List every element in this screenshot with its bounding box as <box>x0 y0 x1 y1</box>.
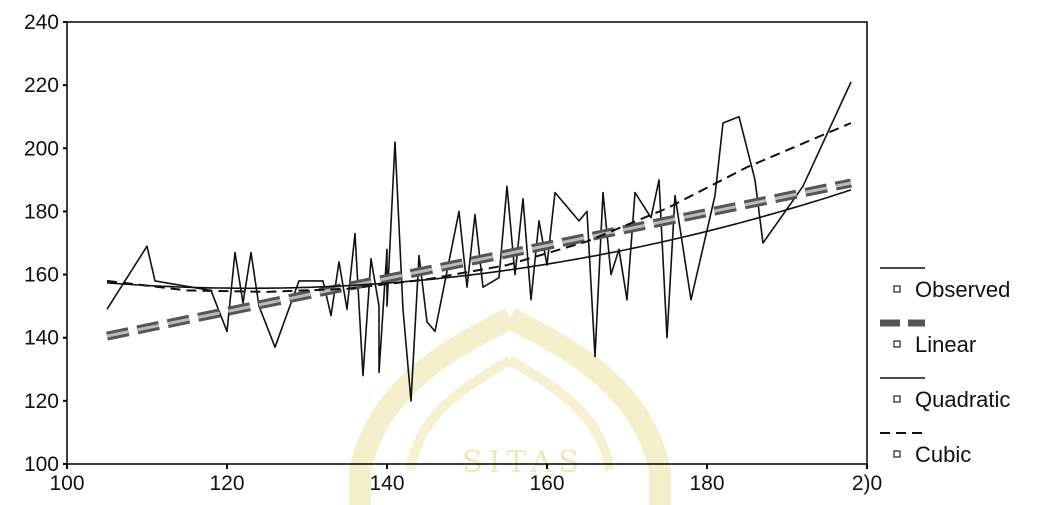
x-tick-label: 2)0 <box>852 472 882 495</box>
y-tick-label: 240 <box>24 11 59 34</box>
legend-linear-label: Linear <box>915 332 976 357</box>
y-tick-label: 120 <box>24 390 59 413</box>
y-tick-label: 160 <box>24 264 59 287</box>
legend: Observed Linear Quadratic Cubic <box>880 267 1010 467</box>
y-tick-label: 100 <box>24 453 59 476</box>
x-tick-label: 100 <box>49 472 84 495</box>
legend-bullet <box>893 285 901 293</box>
x-tick-label: 140 <box>369 472 404 495</box>
series-linear-line-hatch <box>106 181 852 338</box>
axes: 100 120 140 160 180 200 220 240 100 120 140 160 180 2… <box>24 11 882 495</box>
x-tick-label: 160 <box>529 472 564 495</box>
plot-frame <box>66 21 868 465</box>
legend-bullet <box>893 340 901 348</box>
watermark-text: SITAS <box>462 445 585 480</box>
legend-observed-label: Observed <box>915 277 1010 302</box>
x-tick-label: 180 <box>689 472 724 495</box>
y-tick-label: 200 <box>24 137 59 160</box>
series-layer <box>106 81 852 402</box>
watermark-emblem: SITAS <box>349 308 671 505</box>
series-cubic-line <box>106 122 852 293</box>
y-tick-label: 140 <box>24 327 59 350</box>
legend-bullet <box>893 450 901 458</box>
x-tick-label: 120 <box>209 472 244 495</box>
legend-quadratic-label: Quadratic <box>915 387 1010 412</box>
series-quadratic-line <box>106 189 852 290</box>
y-tick-label: 180 <box>24 200 59 223</box>
legend-cubic-label: Cubic <box>915 442 971 467</box>
series-observed-line <box>106 81 852 402</box>
y-tick-label: 220 <box>24 74 59 97</box>
legend-bullet <box>893 395 901 403</box>
